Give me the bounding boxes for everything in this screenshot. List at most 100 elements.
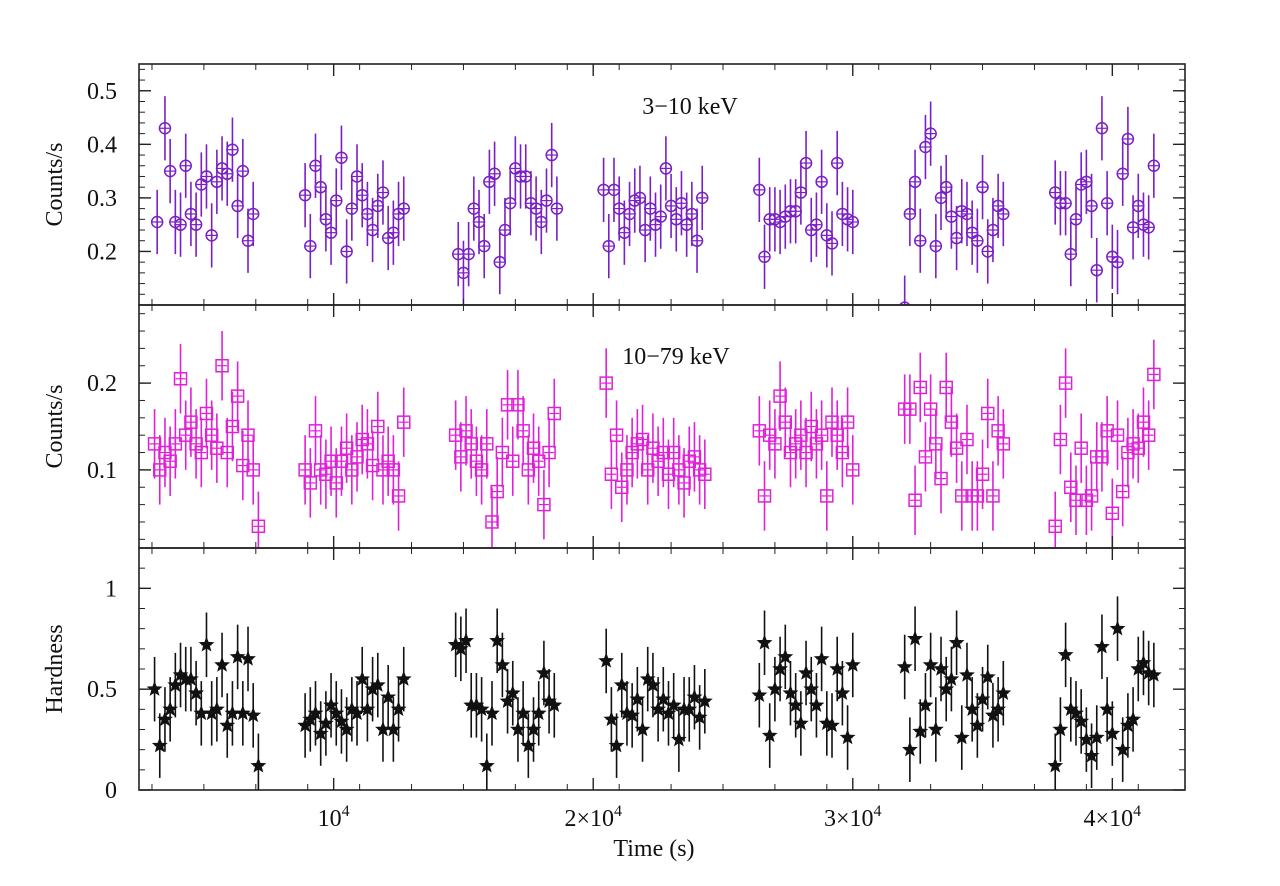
data-point-star xyxy=(208,700,225,717)
y-tick-label: 1 xyxy=(105,576,117,602)
data-point-circle xyxy=(971,234,984,247)
data-point-star xyxy=(245,707,262,723)
x-tick-label: 104 xyxy=(318,803,350,832)
data-point-square xyxy=(783,445,798,460)
data-point-circle xyxy=(1085,199,1098,213)
data-point-square xyxy=(334,454,349,468)
data-point-square xyxy=(980,406,995,421)
data-point-star xyxy=(953,729,970,745)
data-point-square xyxy=(241,428,255,442)
data-point-square xyxy=(1136,415,1151,429)
data-point-square xyxy=(537,497,551,512)
data-points xyxy=(146,596,1162,790)
data-point-square xyxy=(799,445,813,460)
data-point-square xyxy=(1110,428,1125,442)
data-point-circle xyxy=(753,183,766,197)
data-point-square xyxy=(459,424,473,438)
data-point-square xyxy=(469,454,484,468)
data-point-star xyxy=(234,705,251,721)
data-point-circle xyxy=(150,215,164,229)
x-tick-label: 3×104 xyxy=(824,803,882,832)
data-point-square xyxy=(773,389,787,403)
data-point-star xyxy=(395,670,412,686)
data-point-circle xyxy=(799,156,813,170)
y-tick-label: 0.4 xyxy=(87,132,117,158)
data-point-square xyxy=(506,454,520,468)
data-point-circle xyxy=(179,159,192,173)
data-point-square xyxy=(251,519,266,534)
data-point-circle xyxy=(545,148,558,162)
data-point-star xyxy=(907,630,923,646)
data-point-star xyxy=(484,705,500,721)
data-point-star xyxy=(1057,646,1074,662)
y-tick-label: 0.2 xyxy=(87,239,117,265)
data-point-star xyxy=(1109,620,1126,636)
data-point-square xyxy=(319,467,333,481)
data-point-circle xyxy=(231,199,244,213)
data-point-square xyxy=(236,458,250,473)
data-point-square xyxy=(516,424,530,438)
data-point-square xyxy=(1079,493,1094,508)
data-point-square xyxy=(313,463,328,477)
data-point-square xyxy=(672,463,686,477)
data-point-circle xyxy=(550,202,564,215)
panel-frame xyxy=(138,304,1186,549)
data-point-square xyxy=(1064,480,1078,494)
data-point-square xyxy=(308,424,323,438)
data-point-star xyxy=(901,741,918,757)
x-axis-label: Time (s) xyxy=(613,836,694,862)
data-point-square xyxy=(752,424,767,438)
data-point-square xyxy=(1147,367,1161,382)
data-point-square xyxy=(147,437,162,451)
data-point-star xyxy=(546,696,563,713)
data-point-square xyxy=(381,454,395,468)
data-point-square xyxy=(199,406,214,421)
panel-frame xyxy=(138,547,1186,791)
data-point-square xyxy=(1131,441,1146,455)
data-point-star xyxy=(927,721,944,737)
data-point-star xyxy=(515,705,532,721)
data-point-square xyxy=(604,467,619,481)
data-point-circle xyxy=(304,239,317,253)
data-point-circle xyxy=(163,164,177,178)
data-point-circle xyxy=(174,218,187,231)
data-point-circle xyxy=(914,234,927,247)
x-tick-label: 4×104 xyxy=(1084,803,1142,832)
data-point-star xyxy=(634,721,651,737)
data-point-circle xyxy=(477,239,491,253)
data-point-square xyxy=(365,458,380,473)
data-point-circle xyxy=(376,186,390,199)
data-point-square xyxy=(220,445,234,460)
data-point-square xyxy=(339,441,354,455)
data-point-star xyxy=(777,648,794,664)
data-point-square xyxy=(788,437,803,451)
data-point-circle xyxy=(1059,196,1072,210)
data-point-circle xyxy=(1147,159,1161,173)
data-point-circle xyxy=(205,229,218,242)
data-point-circle xyxy=(298,188,312,202)
data-point-circle xyxy=(1069,213,1083,226)
y-tick-label: 0.1 xyxy=(87,458,117,484)
data-point-circle xyxy=(825,237,839,250)
data-point-square xyxy=(210,441,224,455)
data-point-square xyxy=(677,476,691,490)
data-point-star xyxy=(1088,729,1105,745)
data-point-square xyxy=(204,428,219,442)
data-point-square xyxy=(168,437,183,451)
panel-10-79-kev: 0.1 0.2 10−79 keV Counts/s xyxy=(42,304,1186,549)
data-point-star xyxy=(1094,638,1110,654)
data-point-circle xyxy=(695,191,709,205)
data-point-star xyxy=(922,656,939,672)
data-point-square xyxy=(542,445,556,460)
data-point-star xyxy=(979,668,996,684)
data-point-circle xyxy=(929,239,943,253)
data-point-circle xyxy=(1064,247,1078,261)
data-point-circle xyxy=(758,250,771,264)
data-point-square xyxy=(490,484,504,499)
data-point-star xyxy=(792,715,809,731)
data-point-square xyxy=(918,450,933,464)
data-point-square xyxy=(934,471,948,486)
data-point-circle xyxy=(899,301,911,305)
y-tick-label: 0.5 xyxy=(87,79,117,105)
data-point-circle xyxy=(540,194,553,207)
